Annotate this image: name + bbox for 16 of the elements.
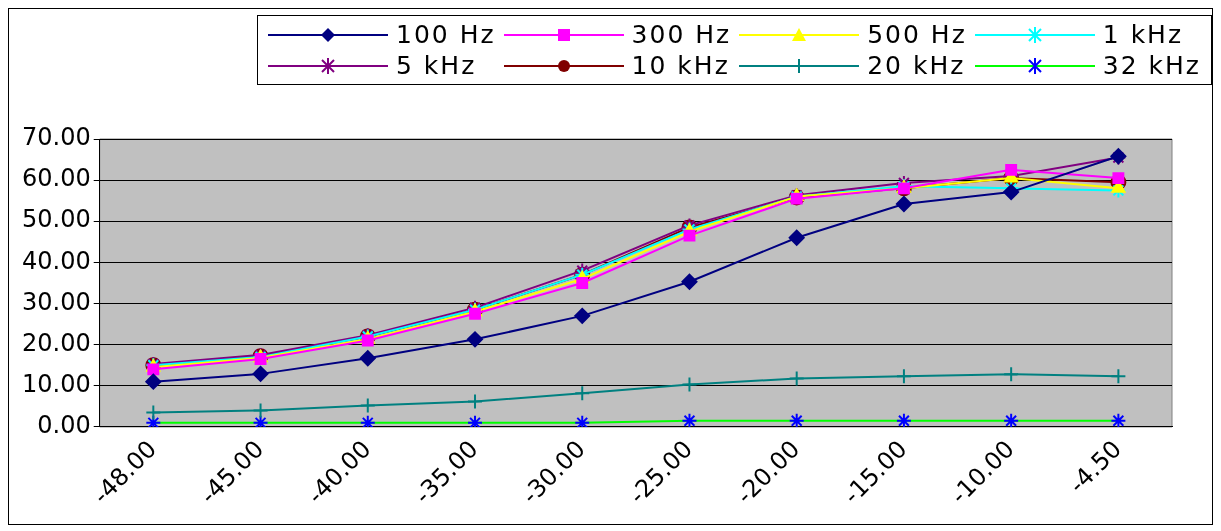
legend-label: 300 Hz: [631, 20, 732, 49]
legend-label: 5 kHz: [396, 51, 477, 80]
legend-label: 10 kHz: [631, 51, 730, 80]
y-tick-label: 50.00: [21, 205, 91, 234]
legend-label: 100 Hz: [396, 20, 496, 49]
y-tick-label: 40.00: [21, 246, 91, 275]
y-tick-label: 70.00: [21, 123, 91, 152]
legend-label: 500 Hz: [867, 20, 967, 49]
y-tick-label: 20.00: [21, 328, 91, 357]
y-tick-label: 30.00: [21, 287, 91, 316]
legend-label: 20 kHz: [867, 51, 966, 80]
y-tick-label: 60.00: [21, 164, 91, 193]
legend-label: 1 kHz: [1102, 20, 1184, 49]
y-tick-label: 0.00: [37, 411, 91, 440]
legend-label: 32 kHz: [1102, 51, 1201, 80]
y-tick-label: 10.00: [21, 370, 91, 399]
